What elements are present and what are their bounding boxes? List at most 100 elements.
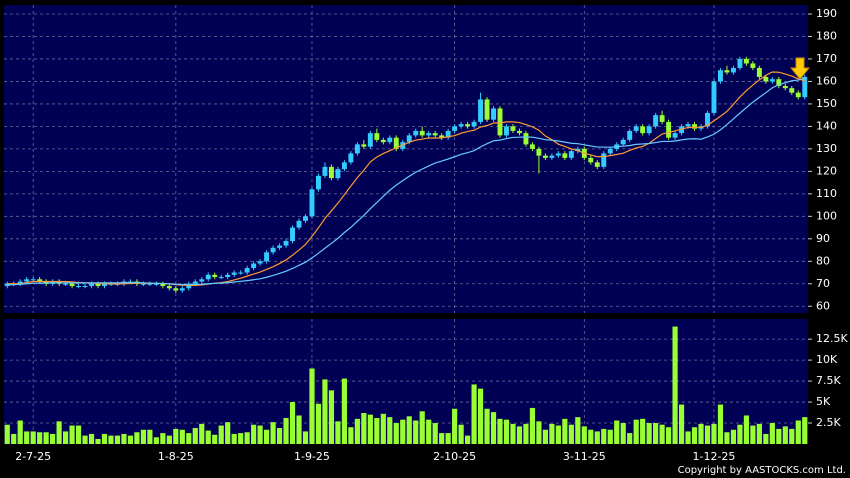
- volume-bar: [588, 429, 594, 444]
- volume-bar: [166, 435, 172, 444]
- volume-bar: [484, 408, 490, 444]
- volume-bar: [37, 432, 43, 444]
- x-tick-label: 1-8-25: [158, 450, 194, 463]
- candle-body: [575, 148, 581, 152]
- volume-bar: [497, 418, 503, 444]
- candle-body: [328, 166, 334, 179]
- candle-body: [419, 130, 425, 136]
- volume-bar: [283, 417, 289, 444]
- volume-bar: [322, 379, 328, 444]
- candle-body: [666, 121, 672, 138]
- volume-bar: [24, 431, 30, 444]
- volume-bar: [147, 429, 153, 444]
- y-tick-label: 120: [816, 164, 837, 177]
- volume-bar: [17, 420, 23, 444]
- candle-body: [290, 227, 295, 242]
- candle-body: [763, 76, 769, 82]
- candle-body: [186, 283, 192, 289]
- volume-bar: [75, 425, 82, 444]
- volume-bar: [101, 433, 108, 444]
- volume-bar: [63, 431, 69, 444]
- candle-body: [76, 286, 82, 288]
- y-tick-label: 130: [816, 142, 837, 155]
- volume-bar: [56, 421, 62, 444]
- candle-body: [653, 115, 659, 127]
- candle-body: [458, 124, 464, 127]
- volume-bar: [490, 412, 497, 444]
- volume-bar: [575, 417, 581, 444]
- volume-bar: [711, 423, 717, 444]
- candle-body: [465, 124, 471, 127]
- volume-bar: [218, 425, 224, 444]
- candle-body: [63, 283, 69, 285]
- y-tick-label: 60: [816, 299, 830, 312]
- candle-body: [387, 137, 393, 143]
- candle-body: [296, 220, 302, 228]
- candle-body: [718, 70, 723, 82]
- volume-bar: [555, 425, 561, 444]
- volume-bar: [672, 326, 678, 444]
- candle-body: [199, 279, 205, 282]
- candle-body: [802, 76, 808, 98]
- volume-bar: [205, 430, 211, 444]
- volume-bar: [95, 438, 101, 444]
- volume-bar: [510, 423, 516, 444]
- candle-body: [705, 112, 710, 127]
- y-tick-label: 140: [816, 119, 837, 132]
- candle-body: [393, 137, 399, 149]
- candle-body: [737, 58, 743, 68]
- volume-bar: [503, 419, 510, 444]
- volume-bar: [335, 421, 341, 444]
- candle-body: [173, 288, 179, 291]
- volume-bar: [704, 425, 711, 444]
- candle-body: [523, 133, 529, 145]
- volume-bar: [276, 428, 283, 444]
- candle-body: [769, 79, 775, 82]
- volume-bar: [387, 417, 393, 444]
- volume-bar: [264, 429, 270, 444]
- volume-bar: [691, 427, 698, 444]
- volume-bar: [458, 424, 464, 444]
- signal-arrow: [789, 57, 811, 80]
- candle-body: [562, 153, 568, 158]
- y-tick-label: 180: [816, 29, 837, 42]
- volume-bar: [82, 435, 88, 444]
- volume-bar: [238, 433, 244, 444]
- candle-body: [633, 126, 639, 131]
- candle-body: [270, 247, 276, 253]
- volume-bar: [212, 434, 218, 444]
- candle-body: [497, 108, 503, 136]
- candle-body: [95, 283, 101, 287]
- candle-body: [179, 288, 185, 291]
- x-tick-label: 2-10-25: [433, 450, 476, 463]
- candle-body: [166, 286, 172, 289]
- volume-bar: [452, 408, 458, 444]
- candle-body: [283, 241, 289, 246]
- candle-body: [789, 88, 795, 93]
- volume-bar: [11, 433, 17, 444]
- candle-body: [277, 245, 283, 248]
- volume-bar: [88, 433, 95, 444]
- volume-bar: [121, 433, 127, 444]
- x-tick-label: 2-7-25: [15, 450, 51, 463]
- volume-bar: [153, 437, 159, 444]
- candle-body: [89, 283, 94, 287]
- candle-body: [354, 144, 360, 154]
- candle-body: [568, 151, 574, 158]
- volume-bar: [43, 432, 49, 444]
- volume-bar: [30, 431, 36, 444]
- volume-bar: [698, 423, 704, 444]
- candle-body: [225, 274, 231, 278]
- candle-body: [264, 252, 270, 262]
- candle-body: [549, 155, 555, 158]
- volume-bar: [426, 419, 432, 444]
- candle-body: [102, 283, 107, 287]
- price-panel: [4, 5, 808, 313]
- volume-bar: [69, 425, 75, 444]
- volume-bar: [173, 428, 179, 444]
- volume-bar: [776, 428, 782, 444]
- candle-body: [147, 283, 153, 285]
- plot-layer: 60 70 80 90 100 110 120 130 140 150 160 170 180 190 2.…: [4, 5, 848, 463]
- candle-body: [536, 148, 542, 156]
